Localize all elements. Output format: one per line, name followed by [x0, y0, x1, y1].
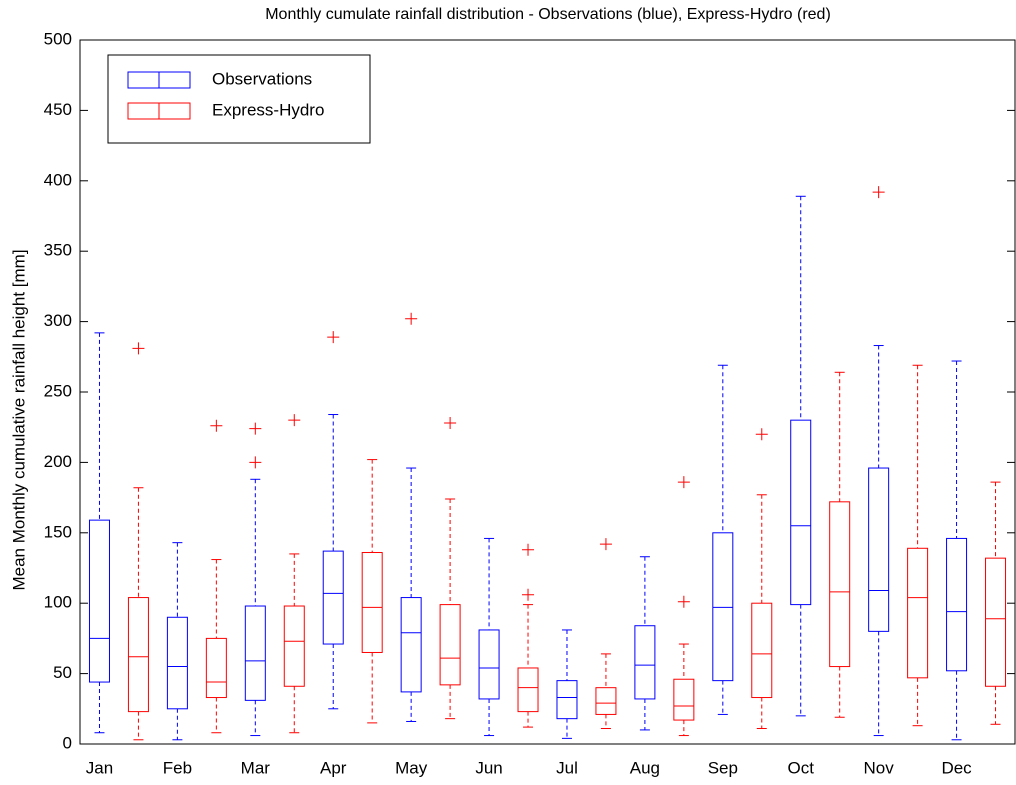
outlier — [872, 186, 885, 199]
y-tick-label: 350 — [44, 241, 72, 260]
box — [595, 687, 617, 715]
box — [790, 419, 812, 606]
outlier — [522, 543, 535, 556]
box — [400, 597, 422, 693]
box — [478, 629, 500, 700]
box — [127, 597, 149, 713]
box — [439, 604, 461, 686]
x-tick-label: Jul — [556, 758, 578, 777]
y-tick-label: 250 — [44, 381, 72, 400]
box — [985, 557, 1007, 687]
outlier — [132, 342, 145, 355]
box — [634, 625, 656, 700]
outlier — [599, 538, 612, 551]
box — [517, 667, 539, 713]
y-tick-label: 500 — [44, 29, 72, 48]
box — [244, 605, 266, 701]
box — [829, 501, 851, 668]
outlier — [327, 331, 340, 344]
x-tick-label: Sep — [708, 758, 738, 777]
x-tick-label: Oct — [788, 758, 815, 777]
outlier — [249, 456, 262, 469]
box — [907, 547, 929, 679]
outlier — [249, 422, 262, 435]
outlier — [755, 428, 768, 441]
outlier — [288, 414, 301, 427]
x-tick-label: Feb — [163, 758, 192, 777]
box — [712, 532, 734, 682]
box — [946, 537, 968, 672]
box — [868, 467, 890, 632]
box — [361, 552, 383, 653]
x-tick-label: Jun — [475, 758, 502, 777]
box — [205, 637, 227, 699]
y-tick-label: 450 — [44, 100, 72, 119]
outlier — [522, 588, 535, 601]
x-tick-label: Dec — [941, 758, 972, 777]
x-tick-label: Aug — [630, 758, 660, 777]
box — [673, 678, 695, 721]
y-tick-label: 150 — [44, 522, 72, 541]
x-tick-label: Apr — [320, 758, 347, 777]
legend-label: Observations — [212, 69, 312, 88]
outlier — [405, 312, 418, 325]
y-tick-label: 100 — [44, 593, 72, 612]
box — [283, 605, 305, 687]
box — [556, 680, 578, 720]
legend-box — [107, 54, 371, 144]
y-tick-label: 400 — [44, 170, 72, 189]
x-tick-label: Mar — [241, 758, 271, 777]
box — [88, 519, 110, 683]
box — [751, 602, 773, 699]
x-tick-label: Nov — [864, 758, 895, 777]
legend-label: Express-Hydro — [212, 100, 324, 119]
x-tick-label: Jan — [86, 758, 113, 777]
chart-title: Monthly cumulate rainfall distribution -… — [265, 6, 831, 23]
outlier — [677, 476, 690, 489]
outlier — [210, 419, 223, 432]
box — [166, 616, 188, 710]
outlier — [444, 416, 457, 429]
y-tick-label: 0 — [63, 733, 72, 752]
y-tick-label: 200 — [44, 452, 72, 471]
y-tick-label: 300 — [44, 311, 72, 330]
box — [322, 550, 344, 645]
x-tick-label: May — [395, 758, 428, 777]
y-tick-label: 50 — [53, 663, 72, 682]
outlier — [677, 595, 690, 608]
y-axis-label: Mean Monthly cumulative rainfall height … — [9, 249, 28, 590]
